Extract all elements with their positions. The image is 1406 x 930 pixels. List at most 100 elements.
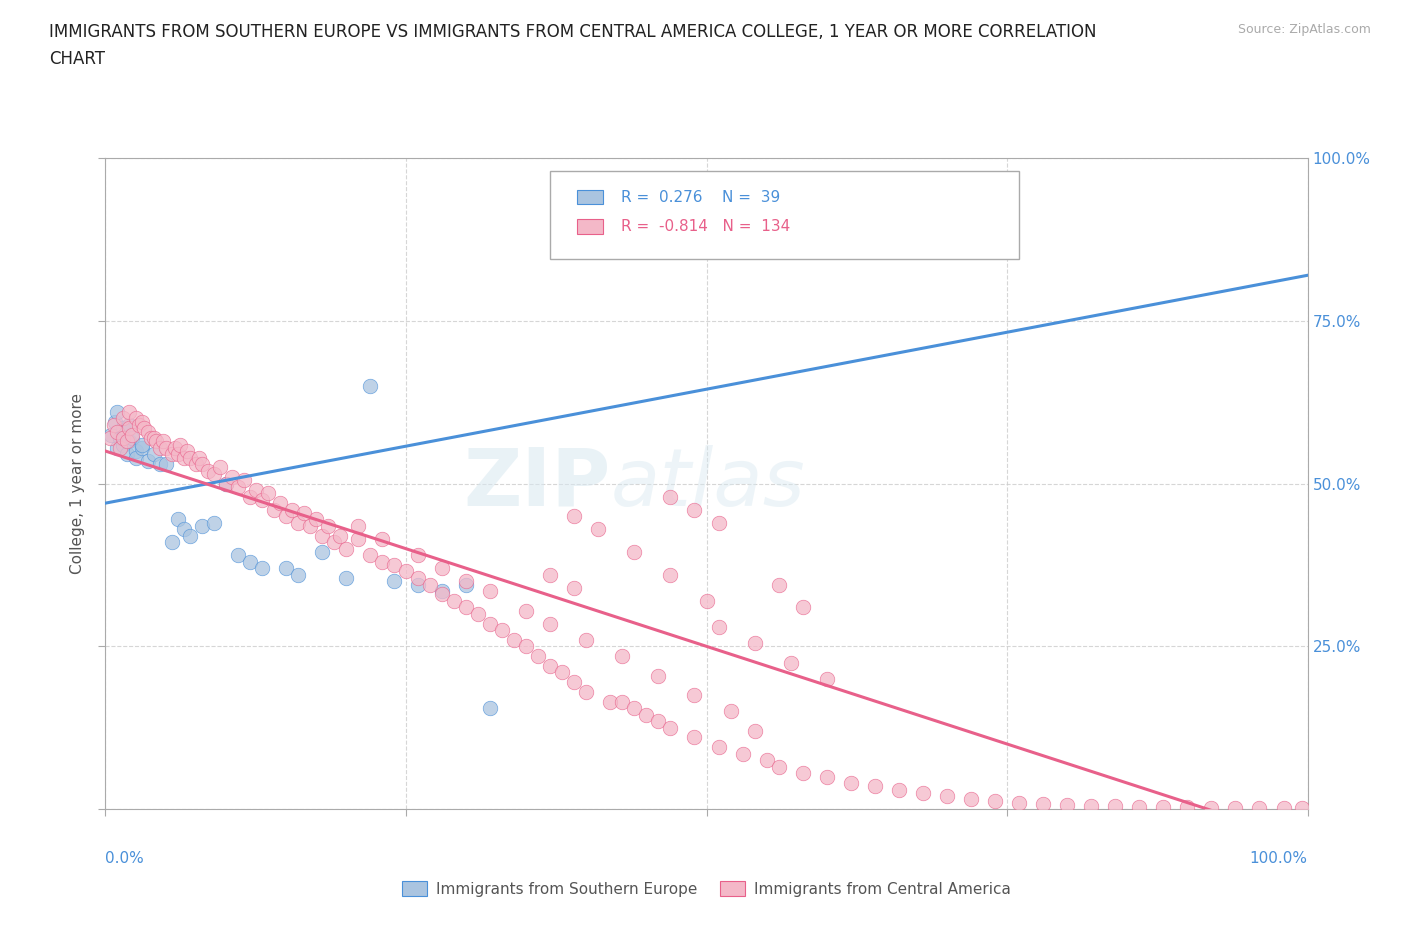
Text: IMMIGRANTS FROM SOUTHERN EUROPE VS IMMIGRANTS FROM CENTRAL AMERICA COLLEGE, 1 YE: IMMIGRANTS FROM SOUTHERN EUROPE VS IMMIG… xyxy=(49,23,1097,68)
Point xyxy=(107,424,129,439)
Point xyxy=(232,472,254,487)
Point xyxy=(406,577,429,592)
Point xyxy=(136,453,159,468)
FancyBboxPatch shape xyxy=(550,171,1019,259)
Point xyxy=(287,567,309,582)
Point xyxy=(179,528,201,543)
Point xyxy=(226,480,249,495)
Point xyxy=(443,593,465,608)
Point xyxy=(359,548,381,563)
Point xyxy=(815,769,838,784)
Point xyxy=(118,433,141,449)
Point xyxy=(329,528,352,543)
Point xyxy=(100,428,122,443)
Point xyxy=(107,405,129,419)
Point xyxy=(731,746,754,761)
Point xyxy=(202,515,225,530)
Point xyxy=(118,420,141,435)
Point xyxy=(744,724,766,738)
Text: 100.0%: 100.0% xyxy=(1250,851,1308,866)
Point xyxy=(118,418,141,432)
Point xyxy=(467,606,489,621)
Point xyxy=(148,457,170,472)
Point xyxy=(371,532,394,547)
Text: ZIP: ZIP xyxy=(463,445,610,523)
Point xyxy=(768,759,790,774)
Point xyxy=(221,470,243,485)
Point xyxy=(911,785,934,800)
Point xyxy=(298,519,321,534)
Point xyxy=(707,740,730,755)
Point xyxy=(347,519,370,534)
Point xyxy=(115,446,138,461)
Point xyxy=(683,688,706,703)
Point xyxy=(359,379,381,393)
Point xyxy=(382,574,405,589)
Point xyxy=(239,554,262,569)
Point xyxy=(623,701,645,716)
Point xyxy=(779,655,801,670)
Point xyxy=(551,665,574,680)
Point xyxy=(515,604,537,618)
Point xyxy=(311,528,333,543)
Point xyxy=(202,467,225,482)
Point xyxy=(1056,798,1078,813)
Point xyxy=(190,519,212,534)
Point xyxy=(371,554,394,569)
Point xyxy=(647,714,669,729)
Point xyxy=(382,557,405,572)
Point xyxy=(707,619,730,634)
Point xyxy=(1080,798,1102,813)
Point xyxy=(768,577,790,592)
Point xyxy=(575,684,598,699)
Point xyxy=(430,587,453,602)
Point xyxy=(792,766,814,781)
Point xyxy=(588,522,610,537)
Legend: Immigrants from Southern Europe, Immigrants from Central America: Immigrants from Southern Europe, Immigra… xyxy=(396,875,1017,903)
Point xyxy=(406,570,429,586)
Point xyxy=(269,496,291,511)
Point xyxy=(245,483,267,498)
Point xyxy=(148,440,170,455)
Point xyxy=(121,428,143,443)
Y-axis label: College, 1 year or more: College, 1 year or more xyxy=(70,393,86,574)
Point xyxy=(612,649,634,664)
Point xyxy=(936,789,959,804)
Point xyxy=(575,632,598,647)
Point xyxy=(169,437,191,452)
Point xyxy=(190,457,212,472)
FancyBboxPatch shape xyxy=(576,190,603,205)
Point xyxy=(562,580,585,595)
Point xyxy=(863,779,886,794)
Point xyxy=(538,616,561,631)
Point xyxy=(152,433,174,449)
Point xyxy=(166,512,188,526)
Point xyxy=(256,485,278,500)
Point xyxy=(142,446,165,461)
Point xyxy=(124,444,146,458)
Point xyxy=(112,411,135,426)
Point xyxy=(160,535,183,550)
Point xyxy=(623,545,645,560)
Point xyxy=(395,564,418,578)
Point xyxy=(1104,799,1126,814)
Point xyxy=(322,535,344,550)
Point xyxy=(311,545,333,560)
Point xyxy=(214,476,236,491)
Point xyxy=(792,600,814,615)
Point xyxy=(103,418,125,432)
Point xyxy=(419,577,441,592)
Point xyxy=(1291,801,1313,816)
Point xyxy=(406,548,429,563)
Point xyxy=(720,704,742,719)
Point xyxy=(281,502,304,517)
Point xyxy=(124,450,146,465)
Point xyxy=(696,593,718,608)
Point xyxy=(755,753,778,768)
Point xyxy=(287,515,309,530)
Point xyxy=(274,561,297,576)
Point xyxy=(527,649,550,664)
Point xyxy=(131,440,153,455)
Point xyxy=(430,561,453,576)
Point xyxy=(274,509,297,524)
